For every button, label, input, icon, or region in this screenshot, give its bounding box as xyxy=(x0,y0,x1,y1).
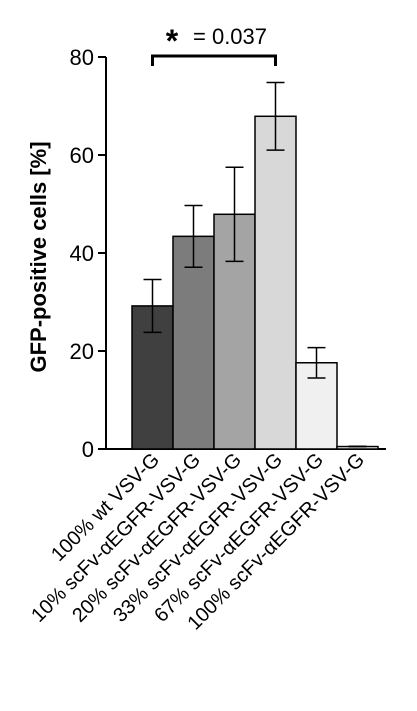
bars xyxy=(131,115,379,450)
error-bars xyxy=(143,81,367,448)
significance-star: * xyxy=(166,23,179,59)
y-tick-label: 80 xyxy=(70,45,94,70)
y-tick-label: 40 xyxy=(70,241,94,266)
y-tick-label: 20 xyxy=(70,339,94,364)
y-ticks: 0 20 40 60 80 xyxy=(70,45,106,462)
bar xyxy=(254,115,297,450)
significance-label: = 0.037 xyxy=(193,24,267,49)
significance-bracket xyxy=(151,54,277,66)
y-axis-label: GFP-positive cells [%] xyxy=(26,141,51,372)
category-labels: 100% wt VSV-G10% scFv-αEGFR-VSV-G20% scF… xyxy=(27,449,369,635)
y-tick-label: 0 xyxy=(82,437,94,462)
significance-annotation: * = 0.037 xyxy=(151,23,277,66)
y-tick-label: 60 xyxy=(70,143,94,168)
bar xyxy=(172,235,215,450)
